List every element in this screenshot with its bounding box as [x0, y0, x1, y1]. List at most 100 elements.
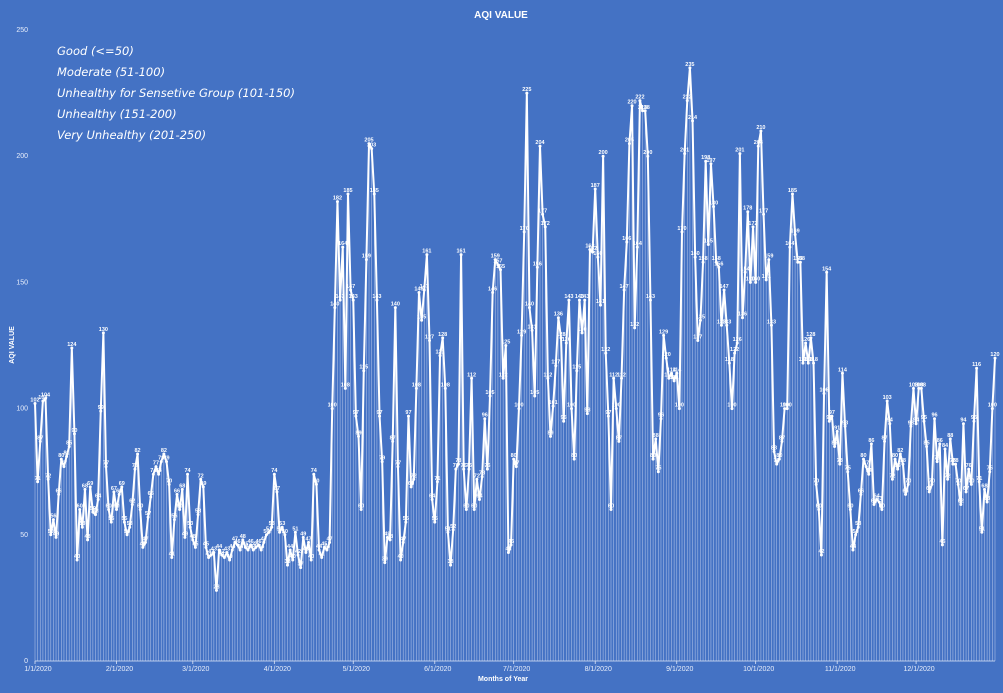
data-label: 45: [192, 541, 198, 547]
data-label: 69: [119, 481, 125, 487]
data-point: [709, 162, 713, 166]
data-label: 220: [627, 100, 636, 106]
data-label: 46: [508, 539, 514, 545]
data-label: 112: [617, 372, 626, 378]
data-point: [633, 326, 637, 330]
data-label: 160: [691, 251, 700, 257]
data-point: [165, 460, 169, 464]
data-label: 72: [198, 473, 204, 479]
data-point: [559, 336, 563, 340]
data-point: [301, 535, 305, 539]
data-label: 222: [683, 95, 692, 101]
data-point: [491, 290, 495, 294]
data-label: 77: [153, 461, 159, 467]
data-label: 76: [466, 463, 472, 469]
x-tick-label: 2/1/2020: [106, 666, 133, 673]
data-point: [238, 548, 242, 552]
data-point: [706, 243, 710, 247]
data-label: 116: [972, 362, 981, 368]
data-point: [91, 510, 95, 514]
data-label: 71: [35, 476, 41, 482]
data-label: 76: [484, 463, 490, 469]
data-point: [751, 225, 755, 229]
data-label: 143: [580, 294, 589, 300]
data-point: [620, 376, 624, 380]
data-label: 75: [845, 466, 851, 472]
data-point: [493, 258, 497, 262]
data-point: [725, 323, 729, 327]
data-label: 87: [37, 435, 43, 441]
data-label: 100: [780, 403, 789, 409]
data-point: [698, 318, 702, 322]
data-point: [783, 407, 787, 411]
data-point: [840, 371, 844, 375]
data-label: 177: [538, 208, 547, 214]
data-point: [685, 99, 689, 103]
data-point: [696, 338, 700, 342]
data-label: 108: [917, 382, 926, 388]
x-tick-label: 4/1/2020: [264, 666, 291, 673]
data-label: 85: [924, 440, 930, 446]
data-label: 94: [913, 418, 920, 424]
data-point: [272, 472, 276, 476]
data-point: [346, 192, 350, 196]
data-point: [233, 540, 237, 544]
data-point: [533, 394, 537, 398]
data-label: 97: [605, 410, 611, 416]
data-label: 89: [355, 430, 361, 436]
data-label: 86: [937, 438, 943, 444]
data-label: 69: [87, 481, 93, 487]
data-point: [38, 439, 42, 443]
data-label: 146: [414, 286, 423, 292]
data-point: [612, 376, 616, 380]
data-label: 120: [990, 352, 999, 358]
data-point: [138, 508, 142, 512]
data-point: [149, 495, 153, 499]
data-point: [112, 490, 116, 494]
data-point: [775, 462, 779, 466]
data-label: 53: [279, 521, 285, 527]
data-point: [296, 553, 300, 557]
data-label: 98: [584, 408, 590, 414]
x-tick-label: 7/1/2020: [503, 666, 530, 673]
data-point: [585, 412, 589, 416]
data-label: 205: [364, 138, 373, 144]
data-point: [201, 485, 205, 489]
data-point: [543, 225, 547, 229]
data-label: 203: [367, 143, 376, 149]
data-label: 91: [834, 425, 840, 431]
data-point: [246, 548, 250, 552]
data-point: [506, 550, 510, 554]
data-label: 161: [456, 249, 465, 255]
data-label: 80: [860, 453, 866, 459]
data-label: 114: [667, 367, 677, 373]
data-label: 63: [984, 496, 990, 502]
data-label: 50: [282, 529, 288, 535]
data-point: [790, 192, 794, 196]
data-point: [264, 533, 268, 537]
data-point: [712, 205, 716, 209]
data-point: [488, 394, 492, 398]
data-label: 53: [187, 521, 193, 527]
data-label: 77: [61, 461, 67, 467]
data-label: 57: [145, 511, 151, 517]
data-label: 218: [641, 105, 650, 111]
data-point: [433, 520, 437, 524]
data-point: [109, 520, 113, 524]
data-label: 74: [271, 468, 278, 474]
data-label: 111: [670, 375, 679, 381]
data-point: [738, 152, 742, 156]
data-point: [525, 91, 529, 95]
data-point: [593, 187, 597, 191]
data-label: 60: [608, 504, 614, 510]
data-point: [293, 530, 297, 534]
data-label: 133: [722, 319, 731, 325]
data-label: 135: [417, 314, 426, 320]
data-label: 97: [829, 410, 835, 416]
data-point: [285, 563, 289, 567]
data-point: [701, 260, 705, 264]
data-point: [622, 288, 626, 292]
data-point: [567, 298, 571, 302]
data-point: [380, 460, 384, 464]
data-point: [370, 147, 374, 151]
